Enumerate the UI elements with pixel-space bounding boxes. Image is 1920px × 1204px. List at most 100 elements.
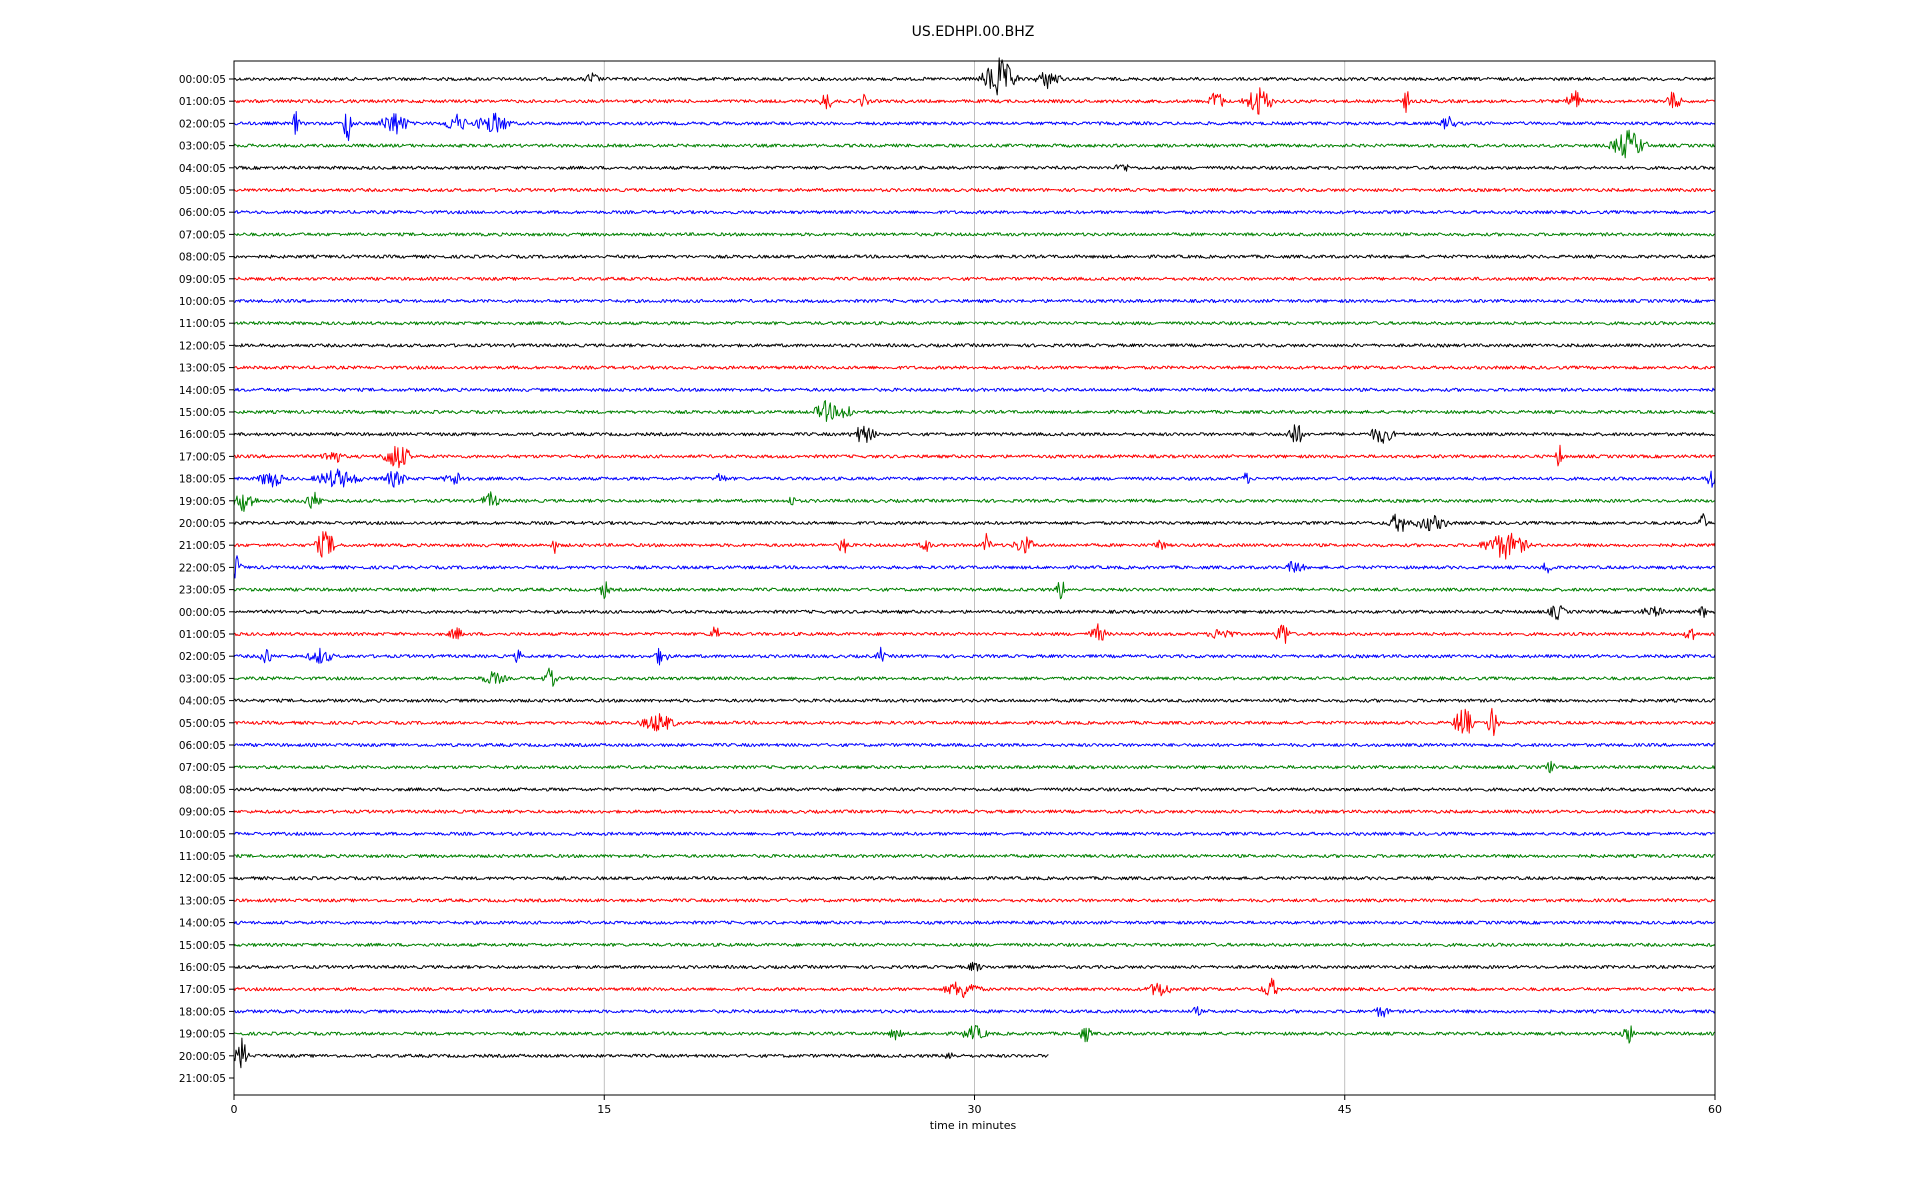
seismic-trace	[233, 920, 1716, 925]
seismic-trace	[233, 400, 1716, 422]
row-time-label: 15:00:05	[179, 407, 226, 419]
row-time-label: 13:00:05	[179, 363, 226, 375]
x-axis-label: time in minutes	[930, 1119, 1017, 1132]
x-axis: 0 15 30 45 60	[231, 1095, 1722, 1116]
seismic-trace	[233, 513, 1716, 532]
row-time-label: 23:00:05	[179, 585, 226, 597]
x-tick-label: 45	[1338, 1103, 1352, 1116]
seismic-trace	[233, 787, 1716, 792]
seismic-trace	[233, 876, 1716, 881]
row-time-label: 01:00:05	[179, 629, 226, 641]
seismic-trace	[233, 87, 1716, 115]
seismic-trace	[233, 57, 1716, 96]
x-tick-label: 30	[968, 1103, 982, 1116]
row-time-label: 13:00:05	[179, 895, 226, 907]
row-time-label: 21:00:05	[179, 540, 226, 552]
row-time-label: 18:00:05	[179, 474, 226, 486]
seismic-trace	[233, 321, 1716, 326]
seismic-trace	[233, 424, 1716, 444]
seismic-trace	[233, 387, 1716, 392]
trace-layer	[233, 57, 1716, 1069]
seismic-trace	[233, 365, 1716, 370]
row-time-label: 19:00:05	[179, 1029, 226, 1041]
row-time-label: 06:00:05	[179, 207, 226, 219]
row-time-label: 11:00:05	[179, 851, 226, 863]
row-time-label: 03:00:05	[179, 673, 226, 685]
seismic-trace	[233, 667, 1716, 687]
row-time-label: 15:00:05	[179, 940, 226, 952]
row-time-label: 21:00:05	[179, 1073, 226, 1085]
row-time-label: 04:00:05	[179, 163, 226, 175]
seismic-trace	[233, 468, 1716, 488]
seismic-trace	[233, 942, 1716, 947]
seismic-trace	[233, 1037, 1049, 1069]
row-time-label: 07:00:05	[179, 762, 226, 774]
seismic-trace	[233, 698, 1716, 703]
row-time-label: 17:00:05	[179, 451, 226, 463]
x-tick-label: 0	[231, 1103, 238, 1116]
seismic-trace	[233, 343, 1716, 348]
seismic-trace	[233, 276, 1716, 281]
row-time-label: 07:00:05	[179, 229, 226, 241]
row-time-label: 20:00:05	[179, 1051, 226, 1063]
row-time-label: 20:00:05	[179, 518, 226, 530]
seismic-trace	[233, 531, 1716, 560]
row-time-label: 19:00:05	[179, 496, 226, 508]
seismic-trace	[233, 298, 1716, 304]
seismic-trace	[233, 187, 1716, 193]
seismic-trace	[233, 977, 1716, 999]
seismic-trace	[233, 605, 1716, 621]
seismic-trace	[233, 254, 1716, 259]
row-time-label: 10:00:05	[179, 296, 226, 308]
seismic-trace	[233, 164, 1716, 172]
chart-title: US.EDHPI.00.BHZ	[912, 24, 1035, 40]
row-time-label: 22:00:05	[179, 562, 226, 574]
seismic-trace	[233, 623, 1716, 644]
row-time-label: 16:00:05	[179, 962, 226, 974]
row-time-label: 02:00:05	[179, 118, 226, 130]
row-time-label: 10:00:05	[179, 829, 226, 841]
seismic-trace	[233, 646, 1716, 666]
seismic-trace	[233, 1025, 1716, 1044]
row-time-label: 04:00:05	[179, 696, 226, 708]
row-time-label: 08:00:05	[179, 252, 226, 264]
seismic-trace	[233, 742, 1716, 748]
x-tick-label: 15	[597, 1103, 611, 1116]
row-time-label: 05:00:05	[179, 718, 226, 730]
row-time-label: 14:00:05	[179, 385, 226, 397]
row-time-label: 06:00:05	[179, 740, 226, 752]
row-time-label: 03:00:05	[179, 141, 226, 153]
row-label-layer: 00:00:05 01:00:05 02:00:05 03:00:05 04:00:05…	[179, 74, 234, 1085]
seismic-trace	[233, 111, 1716, 142]
row-time-label: 14:00:05	[179, 918, 226, 930]
row-time-label: 01:00:05	[179, 96, 226, 108]
row-time-label: 18:00:05	[179, 1006, 226, 1018]
seismic-trace	[233, 898, 1716, 903]
seismic-trace	[233, 707, 1716, 737]
seismic-trace	[233, 491, 1716, 512]
seismic-trace	[233, 129, 1716, 159]
seismic-trace	[233, 210, 1716, 215]
row-time-label: 12:00:05	[179, 873, 226, 885]
row-time-label: 12:00:05	[179, 340, 226, 352]
row-time-label: 11:00:05	[179, 318, 226, 330]
row-time-label: 08:00:05	[179, 784, 226, 796]
row-time-label: 00:00:05	[179, 74, 226, 86]
row-time-label: 16:00:05	[179, 429, 226, 441]
seismic-trace	[233, 444, 1716, 469]
x-tick-label: 60	[1708, 1103, 1722, 1116]
seismic-trace	[233, 831, 1716, 836]
seismic-trace	[233, 961, 1715, 972]
seismic-trace	[233, 853, 1716, 859]
row-time-label: 09:00:05	[179, 807, 226, 819]
row-time-label: 09:00:05	[179, 274, 226, 286]
row-time-label: 00:00:05	[179, 607, 226, 619]
row-time-label: 05:00:05	[179, 185, 226, 197]
row-time-label: 17:00:05	[179, 984, 226, 996]
seismic-trace	[233, 1006, 1716, 1018]
seismic-trace	[233, 581, 1716, 600]
seismic-trace	[233, 555, 1716, 579]
row-time-label: 02:00:05	[179, 651, 226, 663]
